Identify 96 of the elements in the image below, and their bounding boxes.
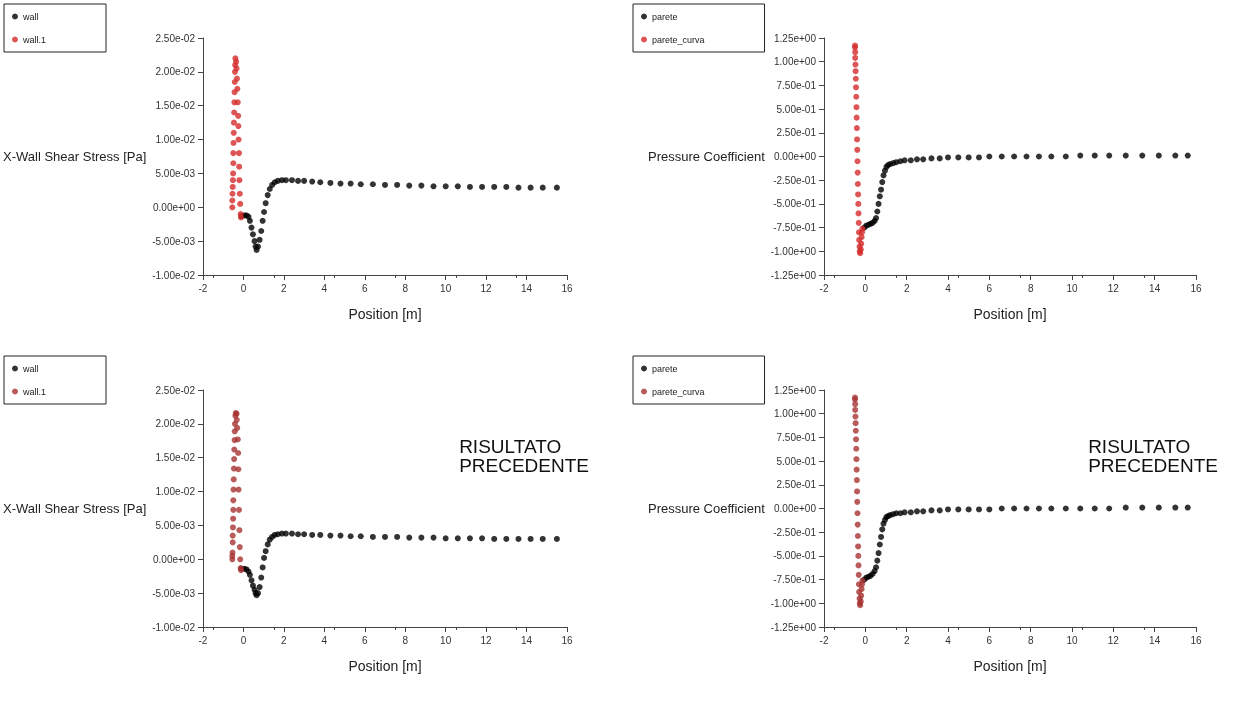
y-tick-label: -1.00e-02 [152,621,196,633]
y-tick-label: -5.00e-01 [773,198,817,210]
x-tick-label: 6 [986,282,993,294]
y-tick-label: 1.50e-02 [155,452,196,464]
x-tick-label: 10 [1066,634,1078,646]
x-tick-label: 8 [1027,282,1034,294]
y-tick-label: -7.50e-01 [773,222,817,234]
y-tick-label: 2.50e-01 [776,127,817,139]
x-tick-label: 4 [945,634,952,646]
y-tick-label: -5.00e-03 [152,235,196,247]
x-tick-label: 6 [361,282,368,294]
y-axis-title: Pressure Coefficient [647,149,766,164]
x-tick-label: 8 [402,282,409,294]
x-tick-label: 8 [1027,634,1034,646]
y-axis-title: X-Wall Shear Stress [Pa] [2,501,147,516]
y-tick-label: 0.00e+00 [774,503,817,514]
y-tick-label: 1.00e+00 [774,408,817,420]
y-tick-label: 0.00e+00 [774,151,817,162]
x-tick-label: -2 [198,282,208,294]
y-tick-label: 2.00e-02 [155,418,196,430]
y-tick-label: -1.25e+00 [770,621,817,633]
y-tick-label: -7.50e-01 [773,574,817,586]
annotation: RISULTATO PRECEDENTE [1088,436,1218,476]
legend-label: parete_curva [652,386,705,397]
x-tick-label: 14 [520,282,533,294]
x-tick-label: 2 [281,634,288,646]
x-tick-label: 0 [862,634,869,646]
x-axis-title: Position [m] [348,306,422,322]
x-tick-label: 14 [1149,634,1161,646]
x-tick-label: 10 [440,282,452,294]
y-tick-label: 5.00e-01 [776,455,817,467]
y-tick-label: 1.00e-02 [155,486,196,498]
x-tick-label: 4 [945,282,952,294]
legend-label: parete [652,363,678,374]
y-tick-label: 1.25e+00 [774,384,817,396]
y-tick-label: 1.00e+00 [774,56,817,68]
x-tick-label: 12 [1107,282,1120,294]
x-tick-label: -2 [819,634,829,646]
x-tick-label: 2 [903,282,910,294]
x-tick-label: 16 [1190,634,1202,646]
legend-label: wall [22,11,39,22]
x-tick-label: 6 [986,634,993,646]
legend-label: wall [22,363,39,374]
x-tick-label: -2 [819,282,829,294]
x-tick-label: 12 [480,282,493,294]
y-tick-label: -1.00e+00 [770,245,817,257]
x-tick-label: 10 [440,634,452,646]
y-tick-label: -5.00e-01 [773,550,817,562]
y-tick-label: 1.25e+00 [774,32,817,44]
y-tick-label: -1.00e+00 [770,597,817,609]
y-tick-label: 5.00e-03 [155,167,196,179]
x-tick-label: 12 [480,634,493,646]
y-tick-label: 5.00e-01 [776,103,817,115]
x-tick-label: 16 [561,282,573,294]
legend-label: parete [652,11,678,22]
y-axis-title: Pressure Coefficient [647,501,766,516]
y-tick-label: 7.50e-01 [776,431,817,443]
x-tick-label: 4 [321,282,328,294]
legend-label: wall.1 [22,386,47,397]
x-tick-label: 0 [862,282,869,294]
x-tick-label: 16 [561,634,573,646]
x-tick-label: 2 [903,634,910,646]
x-tick-label: 0 [240,282,247,294]
legend-label: wall.1 [22,34,47,45]
y-tick-label: 5.00e-03 [155,519,196,531]
y-tick-label: -1.00e-02 [152,269,196,281]
x-axis-title: Position [m] [348,658,422,674]
y-tick-label: 2.50e-02 [155,384,196,396]
y-tick-label: -5.00e-03 [152,587,196,599]
y-tick-label: 2.50e-01 [776,479,817,491]
x-tick-label: 16 [1190,282,1202,294]
y-tick-label: 2.00e-02 [155,66,196,78]
y-tick-label: 0.00e+00 [152,553,196,565]
x-tick-label: 8 [402,634,409,646]
x-tick-label: 4 [321,634,328,646]
y-tick-label: 1.50e-02 [155,100,196,112]
y-tick-label: -1.25e+00 [770,269,817,281]
x-tick-label: 2 [281,282,288,294]
x-tick-label: 0 [240,634,247,646]
annotation: RISULTATO PRECEDENTE [459,436,589,476]
x-tick-label: 14 [520,634,533,646]
x-tick-label: 10 [1066,282,1078,294]
y-tick-label: 0.00e+00 [152,201,196,213]
y-tick-label: -2.50e-01 [773,526,817,538]
y-tick-label: 1.00e-02 [155,134,196,146]
x-axis-title: Position [m] [973,658,1047,674]
x-tick-label: 12 [1107,634,1120,646]
x-tick-label: 6 [361,634,368,646]
y-tick-label: 7.50e-01 [776,79,817,91]
x-tick-label: -2 [198,634,208,646]
x-axis-title: Position [m] [973,306,1047,322]
legend-label: parete_curva [652,34,705,45]
y-tick-label: -2.50e-01 [773,174,817,186]
x-tick-label: 14 [1149,282,1161,294]
y-tick-label: 2.50e-02 [155,32,196,44]
y-axis-title: X-Wall Shear Stress [Pa] [2,149,147,164]
